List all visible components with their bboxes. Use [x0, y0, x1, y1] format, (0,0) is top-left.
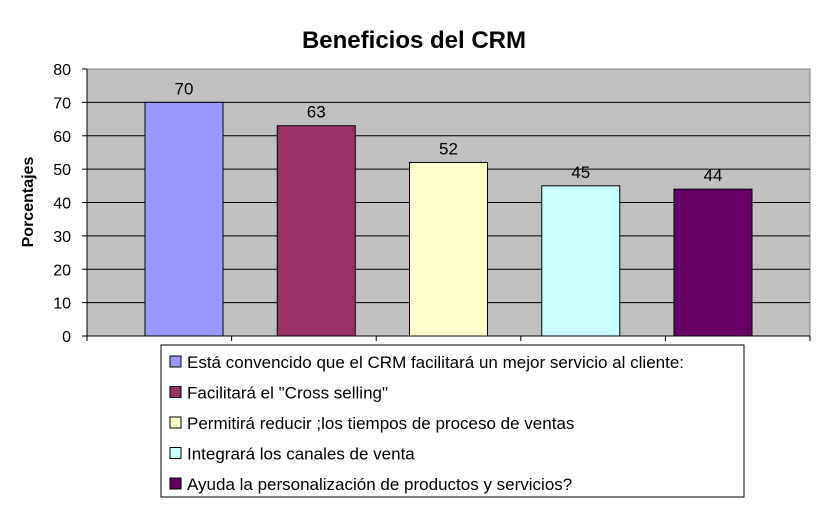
legend-swatch — [169, 386, 182, 398]
bar — [541, 185, 621, 337]
legend-swatch — [169, 416, 182, 429]
bar-value-label: 52 — [439, 139, 458, 158]
y-axis-label: Porcentajes — [20, 157, 37, 248]
bar — [409, 161, 488, 337]
legend-label: Permitirá reducir ;los tiempos de proces… — [187, 414, 574, 433]
legend-box — [160, 344, 745, 498]
y-tick-label: 30 — [53, 229, 71, 246]
bar-value-label: 63 — [307, 103, 326, 122]
legend-swatch — [169, 355, 182, 368]
bar-value-label: 70 — [175, 79, 194, 98]
legend-swatch — [169, 477, 182, 490]
legend-label: Facilitará el "Cross selling" — [187, 384, 388, 403]
y-tick-label: 80 — [53, 62, 71, 79]
y-tick-label: 40 — [53, 196, 71, 213]
legend-label: Está convencido que el CRM facilitará un… — [187, 353, 684, 372]
y-tick-label: 20 — [53, 262, 71, 279]
y-tick-label: 0 — [62, 329, 71, 346]
bar — [144, 101, 224, 337]
chart-title: Beneficios del CRM — [302, 27, 526, 54]
legend-label: Integrará los canales de venta — [187, 445, 415, 464]
bar-value-label: 44 — [704, 166, 723, 185]
legend: Está convencido que el CRM facilitará un… — [160, 344, 745, 498]
y-tick-label: 50 — [53, 162, 71, 179]
y-tick-label: 60 — [53, 129, 71, 146]
y-tick-label: 70 — [53, 95, 71, 112]
y-axis-ticks: 0 10 20 30 40 50 60 70 80 — [53, 62, 811, 346]
bars — [144, 101, 753, 337]
y-tick-label: 10 — [53, 296, 71, 313]
bar — [276, 125, 356, 337]
bar — [673, 188, 753, 337]
bar-value-labels: 70 63 52 45 44 — [175, 79, 723, 185]
bar-value-label: 45 — [571, 163, 590, 182]
legend-label: Ayuda la personalización de productos y … — [187, 475, 572, 494]
legend-swatch — [169, 447, 182, 459]
